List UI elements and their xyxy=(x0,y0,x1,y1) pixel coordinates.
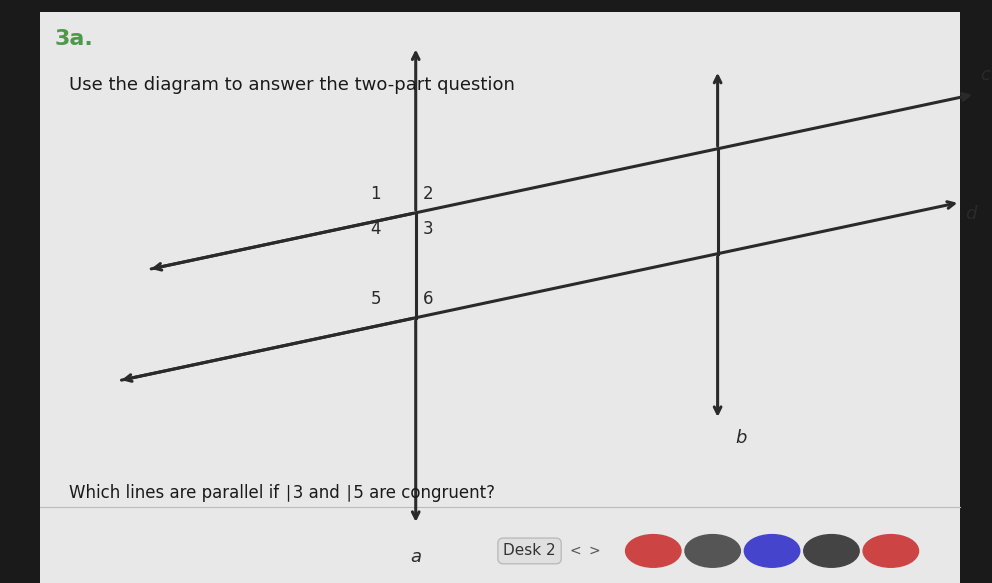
Text: c: c xyxy=(980,66,990,84)
Text: b: b xyxy=(735,429,747,447)
Text: 4: 4 xyxy=(371,220,381,238)
Text: 1: 1 xyxy=(370,185,381,203)
Text: 3a.: 3a. xyxy=(55,29,93,49)
FancyBboxPatch shape xyxy=(40,12,960,583)
Text: d: d xyxy=(965,205,976,223)
Text: 3: 3 xyxy=(424,220,434,238)
Circle shape xyxy=(804,535,859,567)
Circle shape xyxy=(744,535,800,567)
Text: Which lines are parallel if ∣3 and ∣5 are congruent?: Which lines are parallel if ∣3 and ∣5 ar… xyxy=(69,484,495,502)
Circle shape xyxy=(684,535,740,567)
Text: a: a xyxy=(411,548,422,566)
Circle shape xyxy=(863,535,919,567)
Circle shape xyxy=(626,535,681,567)
Text: 5: 5 xyxy=(371,290,381,308)
Text: Use the diagram to answer the two-part question: Use the diagram to answer the two-part q… xyxy=(69,76,515,94)
Text: >: > xyxy=(589,544,600,558)
Text: <: < xyxy=(569,544,580,558)
Text: Desk 2: Desk 2 xyxy=(503,543,556,559)
Text: 6: 6 xyxy=(424,290,434,308)
Text: 2: 2 xyxy=(424,185,434,203)
